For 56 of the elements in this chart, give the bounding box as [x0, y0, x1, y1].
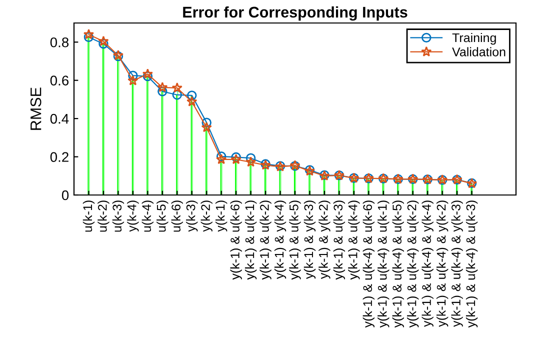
point: [98, 36, 109, 46]
y-tick-label: 0.8: [50, 37, 69, 48]
x-tick-label: u(k-6): [171, 200, 183, 232]
point: [245, 156, 256, 167]
x-tick-label: y(k-1) & u(k-4) & u(k-6): [362, 200, 374, 328]
point: [172, 82, 182, 93]
point: [186, 96, 198, 106]
point: [202, 118, 212, 128]
chart-title: Error for Corresponding Inputs: [183, 6, 408, 21]
point: [172, 90, 182, 100]
y-tick-label: 0.6: [50, 76, 69, 86]
x-tick-label: y(k-1) & u(k-4) & u(k-3): [466, 200, 478, 328]
x-tick-label: y(k-1) & u(k-4) & u(k-1): [378, 200, 390, 328]
point: [157, 82, 168, 92]
x-tick-label: y(k-1) & y(k-3): [304, 200, 316, 279]
y-tick-label: 0.2: [50, 152, 68, 162]
x-tick-label: y(k-1) & y(k-2): [318, 200, 330, 279]
legend-label: Validation: [452, 47, 506, 56]
point: [201, 122, 212, 132]
x-tick-label: y(k-1) & y(k-4): [274, 200, 286, 279]
x-tick-label: u(k-4): [142, 200, 154, 232]
x-tick-label: y(k-1) & u(k-2): [260, 200, 272, 280]
x-tick-label: y(k-1) & u(k-4): [348, 200, 360, 280]
point: [142, 71, 153, 82]
point: [83, 28, 94, 40]
point: [216, 154, 227, 164]
x-tick-label: y(k-3): [186, 200, 198, 232]
point: [187, 90, 197, 100]
point: [246, 153, 256, 163]
legend-label: Training: [452, 33, 496, 45]
x-tick-label: y(k-1) & u(k-6): [230, 200, 242, 280]
point: [84, 32, 94, 42]
point: [98, 38, 108, 49]
x-tick-label: u(k-5): [156, 200, 168, 232]
x-tick-label: y(k-1): [216, 200, 228, 232]
x-tick-label: y(k-1) & u(k-5): [289, 200, 301, 280]
x-tick-label: u(k-3): [112, 200, 124, 232]
x-tick-label: y(k-1) & u(k-4) & y(k-4): [422, 200, 434, 327]
x-tick-label: u(k-2): [98, 200, 110, 232]
y-tick-label: 0.4: [50, 114, 69, 124]
x-tick-label: y(k-1) & u(k-1): [244, 200, 257, 280]
x-tick-label: u(k-1): [82, 200, 95, 232]
point: [142, 68, 153, 79]
x-tick-label: y(k-1) & u(k-3): [333, 200, 346, 280]
point: [128, 75, 138, 86]
x-tick-label: y(k-2): [200, 200, 212, 232]
point: [158, 86, 168, 96]
x-tick-label: y(k-1) & u(k-4) & y(k-3): [451, 200, 463, 327]
x-tick-label: y(k-4): [127, 200, 139, 232]
x-tick-label: y(k-1) & u(k-4) & y(k-2): [436, 200, 448, 327]
x-tick-label: y(k-1) & u(k-4) & u(k-5): [392, 200, 404, 328]
y-axis-title: RMSE: [30, 88, 42, 130]
point: [128, 70, 138, 80]
point: [216, 152, 226, 162]
x-tick-label: y(k-1) & u(k-4) & u(k-2): [407, 200, 419, 328]
y-tick-label: 0: [62, 190, 69, 200]
